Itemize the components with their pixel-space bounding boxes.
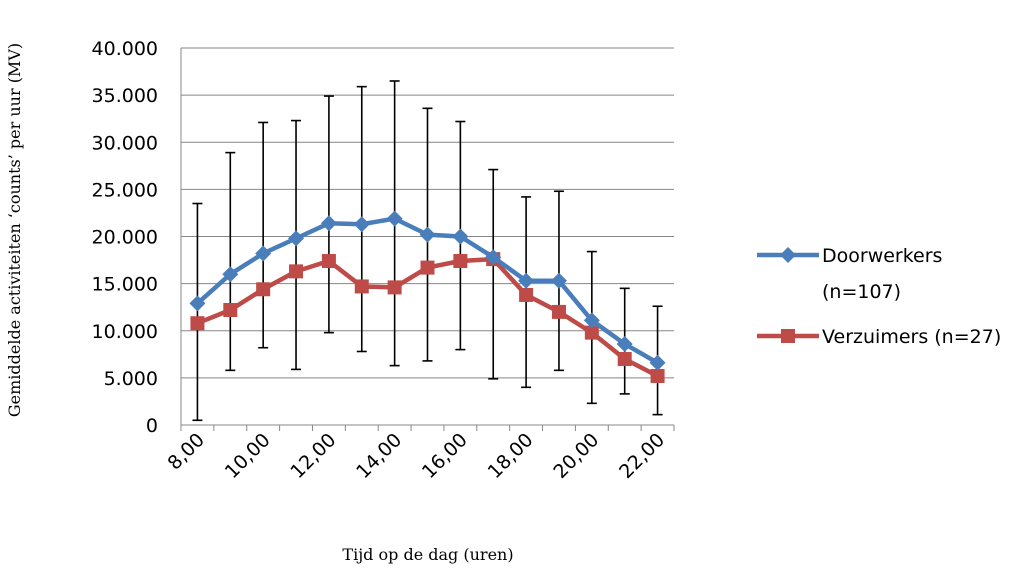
data-point-doorwerkers bbox=[222, 266, 239, 283]
x-tick-label: 10,00 bbox=[221, 429, 275, 483]
y-axis-ticks: 0 5.000 10.000 15.000 20.000 25.000 30.000 35.0… bbox=[92, 38, 158, 437]
x-tick-label: 8,00 bbox=[163, 429, 208, 474]
data-point-verzuimers bbox=[354, 279, 369, 294]
data-point-doorwerkers bbox=[320, 215, 337, 232]
y-tick-label: 30.000 bbox=[92, 132, 158, 154]
data-point-doorwerkers bbox=[353, 216, 370, 233]
x-tick-label: 14,00 bbox=[352, 429, 406, 483]
data-point-doorwerkers bbox=[452, 228, 469, 245]
y-tick-label: 40.000 bbox=[92, 38, 158, 60]
data-point-doorwerkers bbox=[419, 226, 436, 243]
data-point-doorwerkers bbox=[518, 272, 535, 289]
data-point-verzuimers bbox=[190, 316, 205, 331]
y-tick-label: 0 bbox=[146, 415, 158, 437]
x-tick-label: 20,00 bbox=[549, 429, 603, 483]
data-point-verzuimers bbox=[289, 264, 304, 279]
legend-swatch-marker bbox=[780, 247, 796, 263]
x-axis-title: Tijd op de dag (uren) bbox=[342, 545, 513, 564]
legend-label: (n=107) bbox=[822, 281, 901, 303]
data-point-doorwerkers bbox=[649, 354, 666, 371]
legend-label: Verzuimers (n=27) bbox=[822, 326, 1001, 348]
data-point-doorwerkers bbox=[485, 249, 502, 266]
y-tick-label: 15.000 bbox=[92, 274, 158, 296]
series-lines bbox=[189, 210, 666, 383]
y-tick-label: 35.000 bbox=[92, 85, 158, 107]
legend: Doorwerkers (n=107) Verzuimers (n=27) bbox=[757, 245, 1001, 348]
x-tick-label: 18,00 bbox=[484, 429, 538, 483]
data-point-verzuimers bbox=[584, 325, 599, 340]
data-point-verzuimers bbox=[387, 280, 402, 295]
data-point-verzuimers bbox=[551, 304, 566, 319]
y-tick-label: 20.000 bbox=[92, 227, 158, 249]
y-tick-label: 5.000 bbox=[104, 368, 158, 390]
data-point-doorwerkers bbox=[255, 245, 272, 262]
data-point-doorwerkers bbox=[583, 312, 600, 329]
data-point-doorwerkers bbox=[616, 335, 633, 352]
y-tick-label: 10.000 bbox=[92, 321, 158, 343]
data-point-verzuimers bbox=[519, 287, 534, 302]
data-point-doorwerkers bbox=[550, 272, 567, 289]
data-point-verzuimers bbox=[650, 368, 665, 383]
data-point-doorwerkers bbox=[288, 230, 305, 247]
data-point-doorwerkers bbox=[386, 210, 403, 227]
x-tick-label: 16,00 bbox=[418, 429, 472, 483]
y-axis-title: Gemiddelde activiteiten ‘counts’ per uur… bbox=[5, 43, 24, 417]
data-point-doorwerkers bbox=[189, 295, 206, 312]
data-point-verzuimers bbox=[420, 260, 435, 275]
x-tick-label: 12,00 bbox=[286, 429, 340, 483]
y-tick-label: 25.000 bbox=[92, 179, 158, 201]
data-point-verzuimers bbox=[617, 352, 632, 367]
data-point-verzuimers bbox=[223, 303, 238, 318]
x-tick-label: 22,00 bbox=[615, 429, 669, 483]
data-point-verzuimers bbox=[453, 254, 468, 269]
data-point-verzuimers bbox=[256, 282, 271, 297]
data-point-verzuimers bbox=[321, 254, 336, 269]
legend-label: Doorwerkers bbox=[822, 245, 942, 267]
legend-swatch-marker bbox=[781, 329, 795, 343]
